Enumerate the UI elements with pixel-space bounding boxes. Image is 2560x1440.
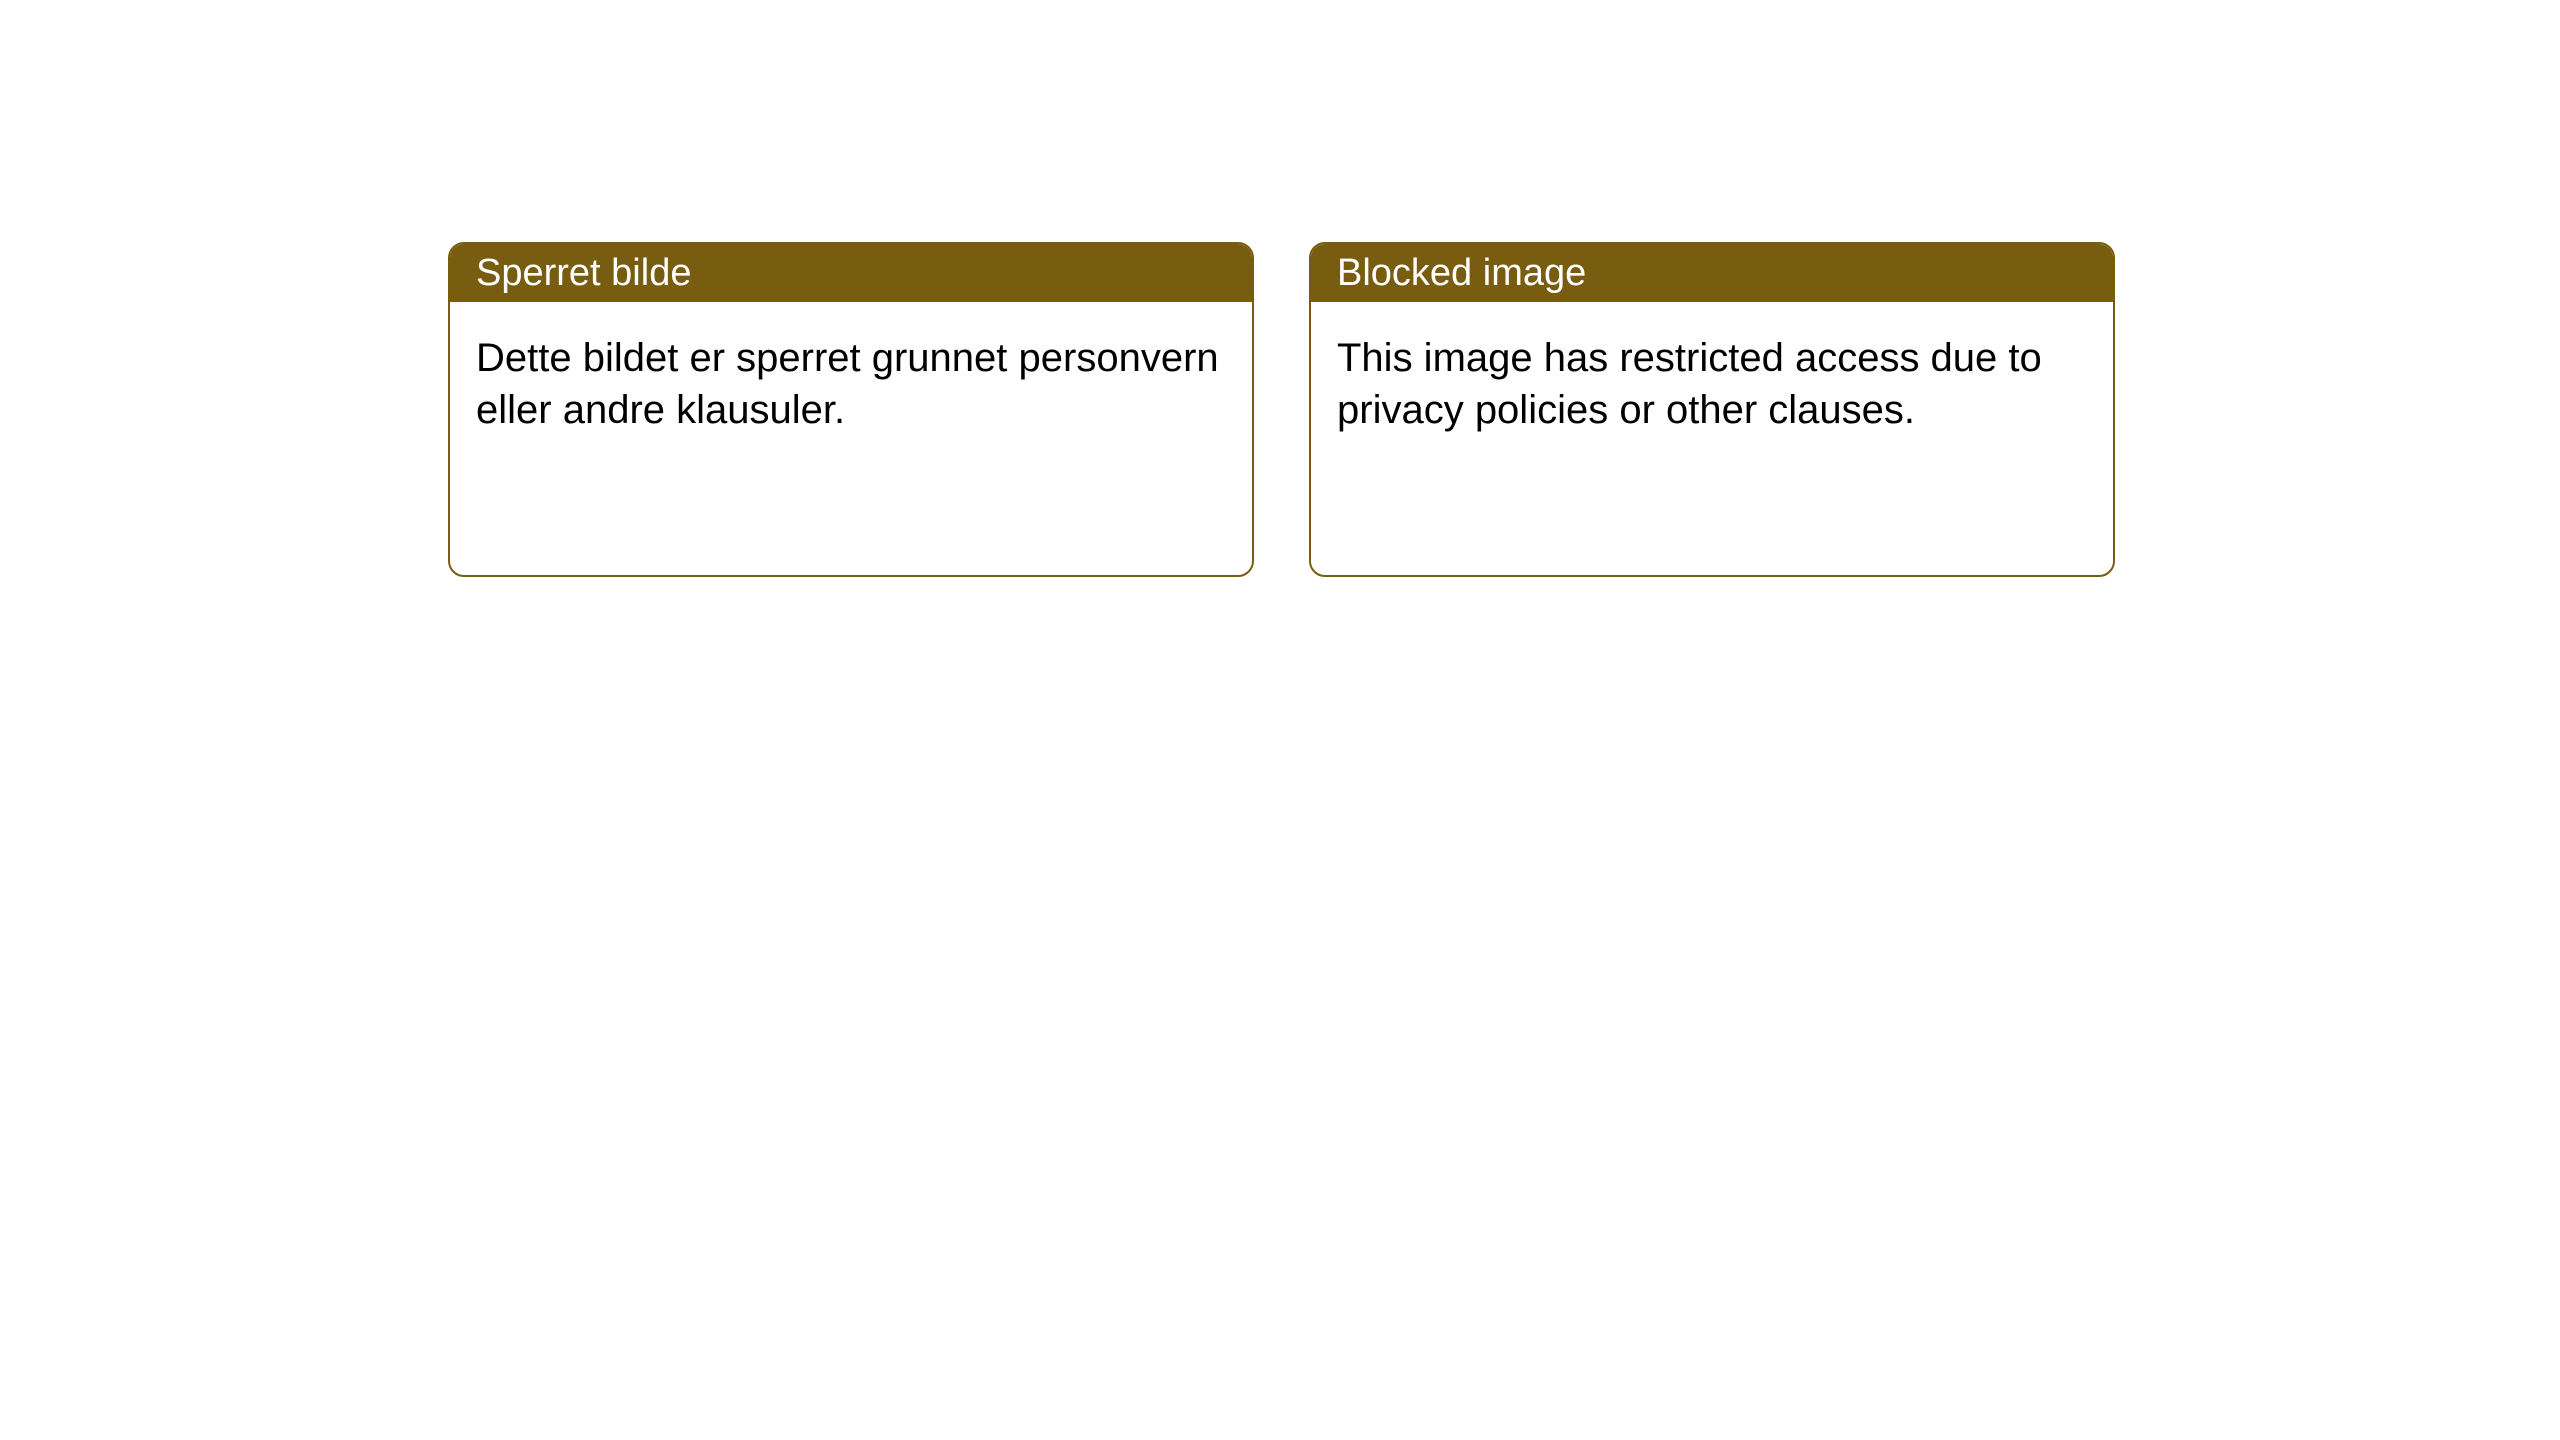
notice-title-english: Blocked image <box>1337 252 1586 295</box>
notice-header-norwegian: Sperret bilde <box>450 244 1252 302</box>
notice-header-english: Blocked image <box>1311 244 2113 302</box>
notice-text-norwegian: Dette bildet er sperret grunnet personve… <box>476 336 1219 432</box>
notice-card-norwegian: Sperret bilde Dette bildet er sperret gr… <box>448 242 1254 577</box>
notice-text-english: This image has restricted access due to … <box>1337 336 2042 432</box>
notice-body-norwegian: Dette bildet er sperret grunnet personve… <box>450 302 1252 466</box>
notice-container: Sperret bilde Dette bildet er sperret gr… <box>448 242 2115 577</box>
notice-card-english: Blocked image This image has restricted … <box>1309 242 2115 577</box>
notice-title-norwegian: Sperret bilde <box>476 252 691 295</box>
notice-body-english: This image has restricted access due to … <box>1311 302 2113 466</box>
